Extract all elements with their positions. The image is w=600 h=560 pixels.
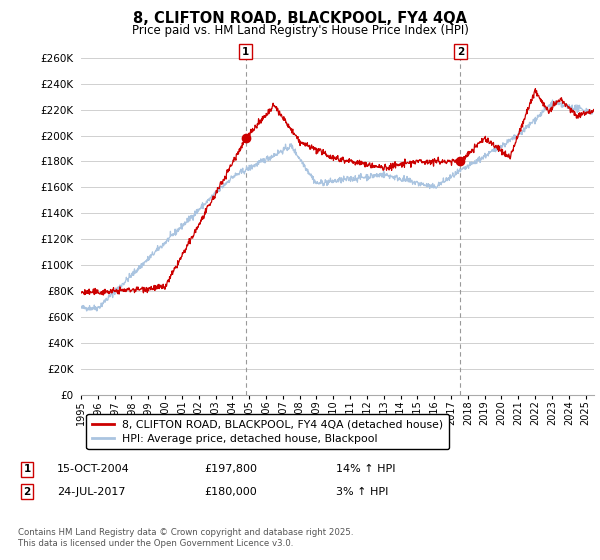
Text: 24-JUL-2017: 24-JUL-2017 [57, 487, 125, 497]
Text: 15-OCT-2004: 15-OCT-2004 [57, 464, 130, 474]
Text: 8, CLIFTON ROAD, BLACKPOOL, FY4 4QA: 8, CLIFTON ROAD, BLACKPOOL, FY4 4QA [133, 11, 467, 26]
Legend: 8, CLIFTON ROAD, BLACKPOOL, FY4 4QA (detached house), HPI: Average price, detach: 8, CLIFTON ROAD, BLACKPOOL, FY4 4QA (det… [86, 414, 449, 449]
Text: £180,000: £180,000 [204, 487, 257, 497]
Text: 1: 1 [242, 46, 249, 57]
Text: £197,800: £197,800 [204, 464, 257, 474]
Text: 2: 2 [457, 46, 464, 57]
Text: 1: 1 [23, 464, 31, 474]
Text: 3% ↑ HPI: 3% ↑ HPI [336, 487, 388, 497]
Text: Contains HM Land Registry data © Crown copyright and database right 2025.
This d: Contains HM Land Registry data © Crown c… [18, 528, 353, 548]
Text: Price paid vs. HM Land Registry's House Price Index (HPI): Price paid vs. HM Land Registry's House … [131, 24, 469, 36]
Text: 14% ↑ HPI: 14% ↑ HPI [336, 464, 395, 474]
Text: 2: 2 [23, 487, 31, 497]
